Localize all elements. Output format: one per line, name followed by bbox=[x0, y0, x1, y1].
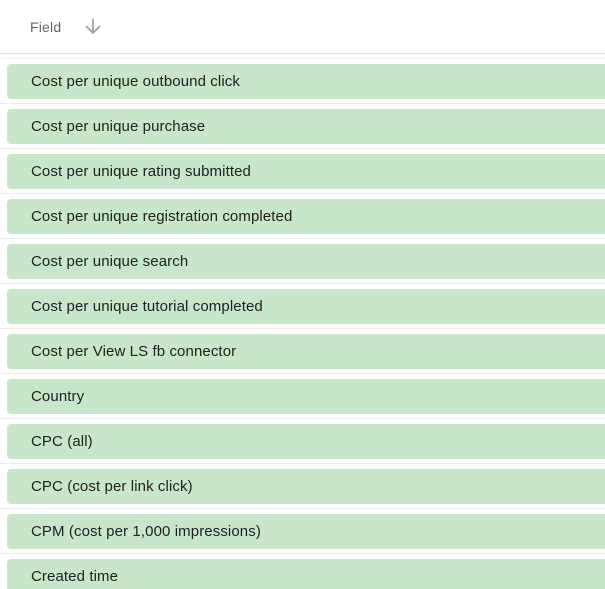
field-option[interactable]: Cost per unique search bbox=[7, 243, 605, 279]
field-option-label: Cost per unique registration completed bbox=[31, 207, 293, 225]
field-row: Cost per unique search bbox=[0, 239, 605, 284]
field-row: CPC (all) bbox=[0, 419, 605, 464]
field-option[interactable]: CPM (cost per 1,000 impressions) bbox=[7, 513, 605, 549]
field-row: Created time bbox=[0, 554, 605, 589]
field-row: Cost per unique tutorial completed bbox=[0, 284, 605, 329]
column-title: Field bbox=[30, 18, 62, 35]
field-option-label: CPC (all) bbox=[31, 432, 93, 450]
field-row: Cost per unique rating submitted bbox=[0, 149, 605, 194]
field-option[interactable]: Cost per View LS fb connector bbox=[7, 333, 605, 369]
field-row: Cost per unique purchase bbox=[0, 104, 605, 149]
field-option[interactable]: CPC (all) bbox=[7, 423, 605, 459]
sort-descending-icon[interactable] bbox=[82, 16, 104, 38]
field-row: Cost per unique outbound click bbox=[0, 59, 605, 104]
field-row: CPM (cost per 1,000 impressions) bbox=[0, 509, 605, 554]
field-option-label: Created time bbox=[31, 567, 119, 585]
field-option[interactable]: Country bbox=[7, 378, 605, 414]
field-row: Country bbox=[0, 374, 605, 419]
field-option-label: Cost per unique search bbox=[31, 252, 189, 270]
field-option-label: Country bbox=[31, 387, 85, 405]
field-option[interactable]: Cost per unique rating submitted bbox=[7, 153, 605, 189]
field-row: CPC (cost per link click) bbox=[0, 464, 605, 509]
field-option[interactable]: Cost per unique registration completed bbox=[7, 198, 605, 234]
field-row: Cost per View LS fb connector bbox=[0, 329, 605, 374]
field-option[interactable]: Cost per unique tutorial completed bbox=[7, 288, 605, 324]
field-option[interactable]: CPC (cost per link click) bbox=[7, 468, 605, 504]
field-option[interactable]: Cost per unique outbound click bbox=[7, 63, 605, 99]
field-option-label: Cost per unique rating submitted bbox=[31, 162, 251, 180]
field-row: Cost per unique registration completed bbox=[0, 194, 605, 239]
field-option-label: Cost per unique outbound click bbox=[31, 72, 240, 90]
field-option-label: Cost per unique tutorial completed bbox=[31, 297, 263, 315]
field-option-label: Cost per unique purchase bbox=[31, 117, 206, 135]
field-list: Cost per unique outbound click Cost per … bbox=[0, 58, 605, 589]
field-option[interactable]: Cost per unique purchase bbox=[7, 108, 605, 144]
field-option[interactable]: Created time bbox=[7, 558, 605, 589]
field-option-label: CPM (cost per 1,000 impressions) bbox=[31, 522, 261, 540]
field-option-label: Cost per View LS fb connector bbox=[31, 342, 237, 360]
field-option-label: CPC (cost per link click) bbox=[31, 477, 193, 495]
field-column-header: Field bbox=[0, 0, 605, 54]
